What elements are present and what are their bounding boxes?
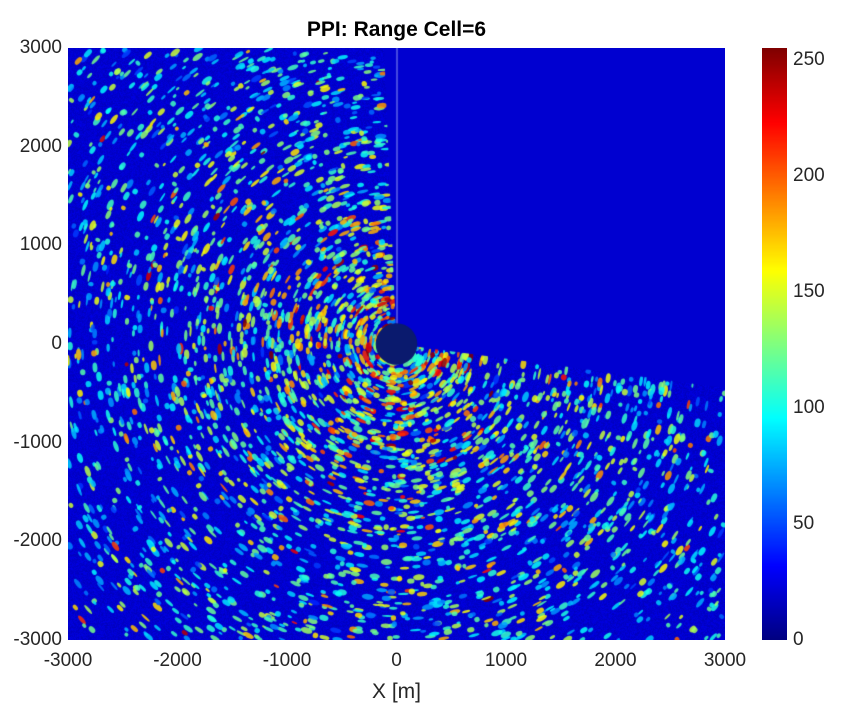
y-tick-label: -2000 xyxy=(13,530,62,552)
y-tick-label: 2000 xyxy=(19,135,62,157)
x-tick-label: 1000 xyxy=(484,650,528,671)
y-tick-label: 3000 xyxy=(19,37,62,58)
colorbar-tick-label: 100 xyxy=(793,396,825,418)
plot-area xyxy=(68,48,725,640)
colorbar-tick-label: 150 xyxy=(793,280,825,302)
x-tick-label: 0 xyxy=(391,650,402,671)
colorbar-tick-label: 250 xyxy=(793,48,825,70)
x-tick-label: -2000 xyxy=(153,650,202,671)
y-tick-label: 1000 xyxy=(19,234,62,256)
x-tick-label: 3000 xyxy=(703,650,747,671)
colorbar-tick-label: 0 xyxy=(793,629,804,650)
chart-title: PPI: Range Cell=6 xyxy=(306,18,487,41)
y-tick-label: -1000 xyxy=(13,431,62,453)
colorbar-tick-label: 50 xyxy=(793,512,815,534)
x-axis-label: X [m] xyxy=(371,680,421,703)
y-tick-label: -3000 xyxy=(13,629,62,650)
x-tick-label: 2000 xyxy=(594,650,637,671)
ppi-heatmap xyxy=(68,48,725,640)
colorbar xyxy=(762,48,787,640)
colorbar-tick-label: 200 xyxy=(793,164,825,186)
x-tick-label: -3000 xyxy=(43,650,93,671)
x-tick-label: -1000 xyxy=(262,650,312,671)
y-tick-label: 0 xyxy=(51,333,62,354)
